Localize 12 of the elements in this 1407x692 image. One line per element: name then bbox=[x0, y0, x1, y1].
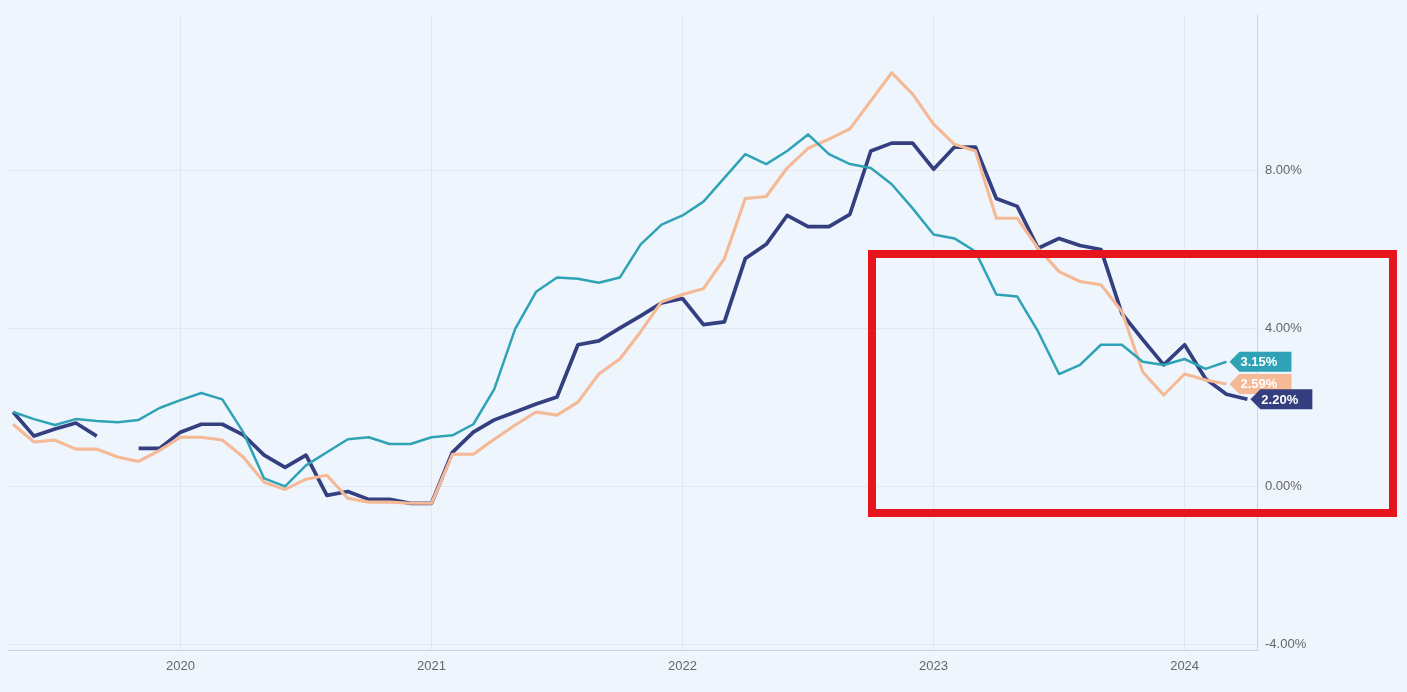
x-tick-label: 2020 bbox=[166, 657, 195, 673]
x-tick-label: 2021 bbox=[417, 657, 446, 673]
data-label: 2.59% bbox=[1240, 376, 1278, 392]
x-tick-label: 2023 bbox=[919, 657, 949, 673]
y-tick-label: 0.00% bbox=[1265, 477, 1303, 493]
x-tick-label: 2024 bbox=[1170, 657, 1200, 673]
y-tick-label: 4.00% bbox=[1265, 319, 1303, 335]
y-tick-label: 8.00% bbox=[1265, 161, 1303, 177]
data-label: 2.20% bbox=[1261, 391, 1299, 407]
x-tick-label: 2022 bbox=[668, 657, 697, 673]
y-tick-label: -4.00% bbox=[1265, 636, 1307, 652]
data-label: 3.15% bbox=[1240, 354, 1278, 370]
